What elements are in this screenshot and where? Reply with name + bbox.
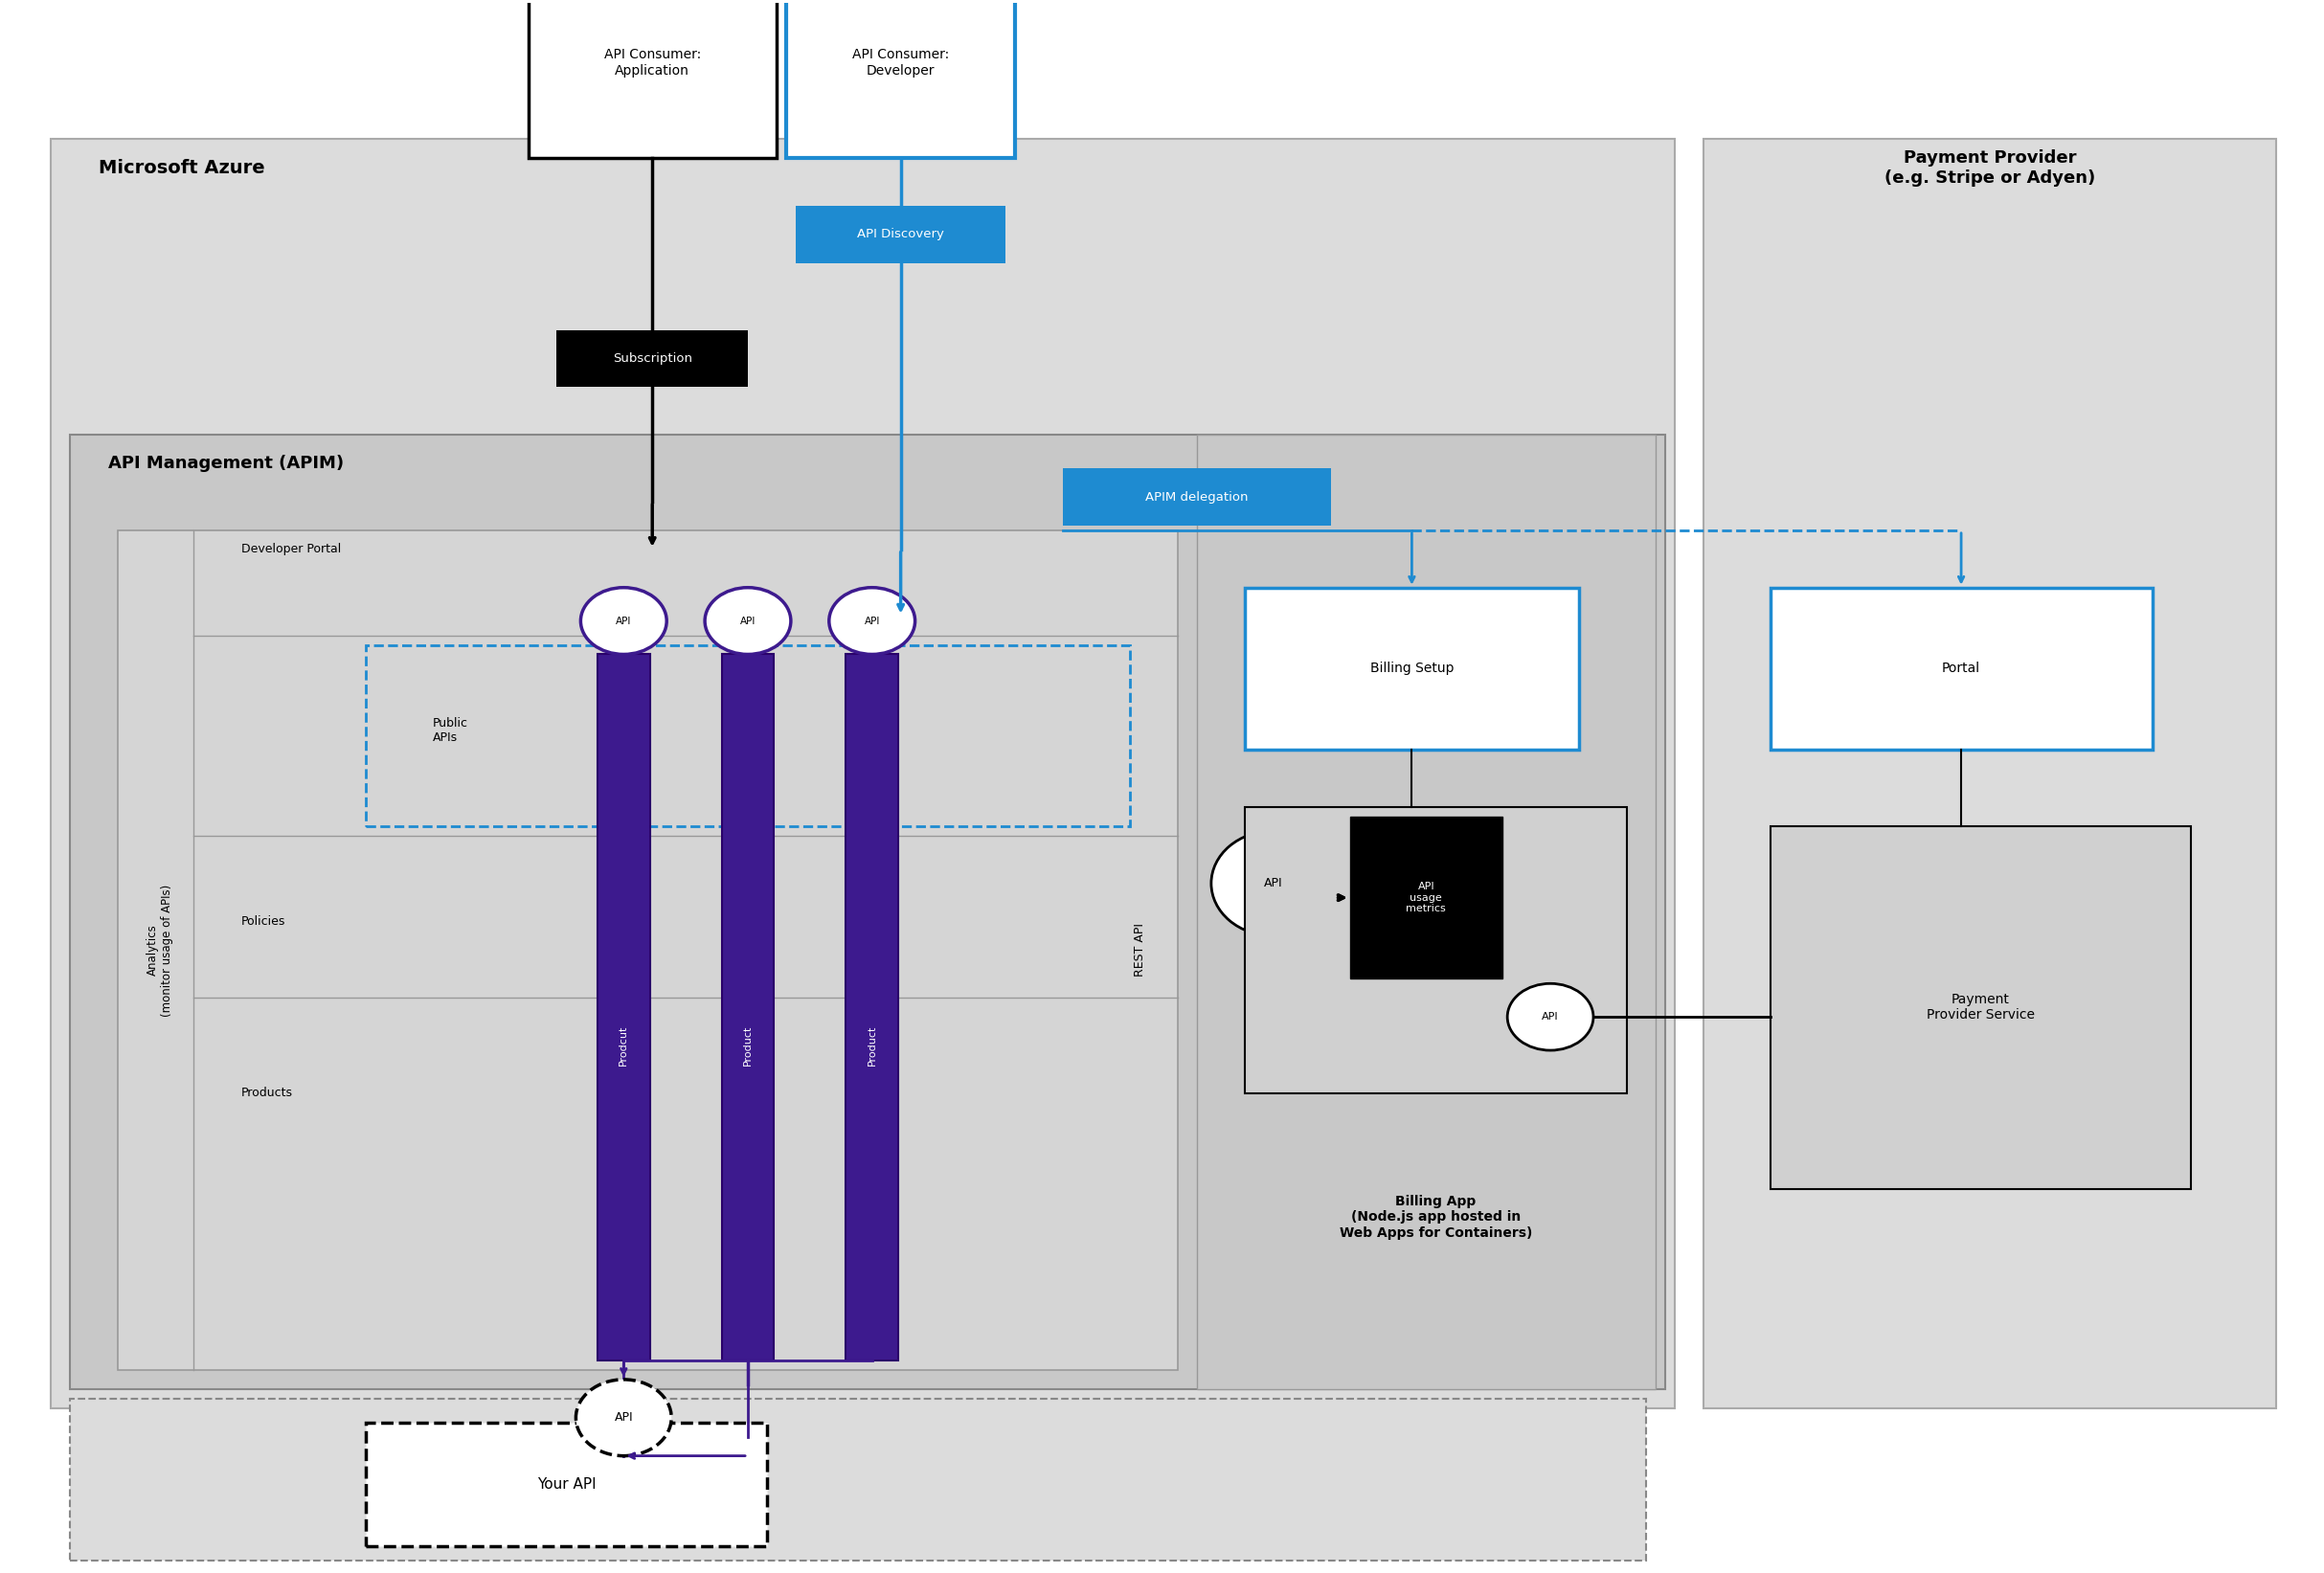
Text: Portal: Portal <box>1943 662 1980 675</box>
Ellipse shape <box>830 588 916 654</box>
Text: API: API <box>739 617 755 626</box>
Text: API Management (APIM): API Management (APIM) <box>107 455 344 472</box>
Bar <box>786 0 1016 159</box>
Bar <box>51 138 1676 1408</box>
Bar <box>1246 588 1578 750</box>
Bar <box>1771 588 2152 750</box>
Bar <box>1350 816 1504 978</box>
Text: Billing App
(Node.js app hosted in
Web Apps for Containers): Billing App (Node.js app hosted in Web A… <box>1339 1195 1532 1240</box>
Ellipse shape <box>581 588 667 654</box>
Ellipse shape <box>704 588 790 654</box>
Ellipse shape <box>1508 983 1594 1051</box>
Text: API: API <box>614 1411 632 1424</box>
Text: API: API <box>1264 878 1283 890</box>
Bar <box>558 330 748 387</box>
Text: Products: Products <box>242 1087 293 1100</box>
Text: API: API <box>616 617 632 626</box>
Text: Product: Product <box>744 1026 753 1066</box>
Bar <box>70 1398 1645 1560</box>
Text: Microsoft Azure: Microsoft Azure <box>98 159 265 176</box>
Text: Public
APIs: Public APIs <box>432 717 467 744</box>
Text: API Consumer:
Developer: API Consumer: Developer <box>853 49 948 77</box>
Bar <box>365 645 1129 826</box>
Bar <box>1197 434 1655 1389</box>
Text: Subscription: Subscription <box>614 352 693 365</box>
Text: REST API: REST API <box>1134 923 1146 977</box>
Text: Payment
Provider Service: Payment Provider Service <box>1927 993 2034 1022</box>
Text: API Discovery: API Discovery <box>858 228 944 241</box>
Bar <box>1246 807 1627 1093</box>
Bar <box>1703 138 2278 1408</box>
Text: Your API: Your API <box>537 1477 595 1491</box>
Text: API: API <box>865 617 881 626</box>
Bar <box>70 434 1664 1389</box>
Bar <box>1771 826 2192 1189</box>
Bar <box>846 654 899 1361</box>
Text: Billing Logic: Billing Logic <box>1397 944 1476 956</box>
Bar <box>365 1422 767 1546</box>
Bar <box>116 530 1178 1370</box>
Text: Billing Setup: Billing Setup <box>1369 662 1455 675</box>
Bar <box>720 654 774 1361</box>
Bar <box>528 0 776 159</box>
Ellipse shape <box>1211 831 1336 936</box>
Text: Analytics
(monitor usage of APIs): Analytics (monitor usage of APIs) <box>146 884 174 1016</box>
Text: Policies: Policies <box>242 915 286 928</box>
Bar <box>1062 469 1332 525</box>
Text: API: API <box>1541 1011 1559 1022</box>
Text: Payment Provider
(e.g. Stripe or Adyen): Payment Provider (e.g. Stripe or Adyen) <box>1885 149 2096 186</box>
Bar <box>597 654 651 1361</box>
Text: Prodcut: Prodcut <box>618 1026 627 1066</box>
Text: Product: Product <box>867 1026 876 1066</box>
Text: API
usage
metrics: API usage metrics <box>1406 882 1446 914</box>
Bar <box>795 206 1006 263</box>
Text: APIM delegation: APIM delegation <box>1146 491 1248 503</box>
Text: API Consumer:
Application: API Consumer: Application <box>604 49 702 77</box>
Ellipse shape <box>576 1380 672 1457</box>
Text: Developer Portal: Developer Portal <box>242 543 342 555</box>
